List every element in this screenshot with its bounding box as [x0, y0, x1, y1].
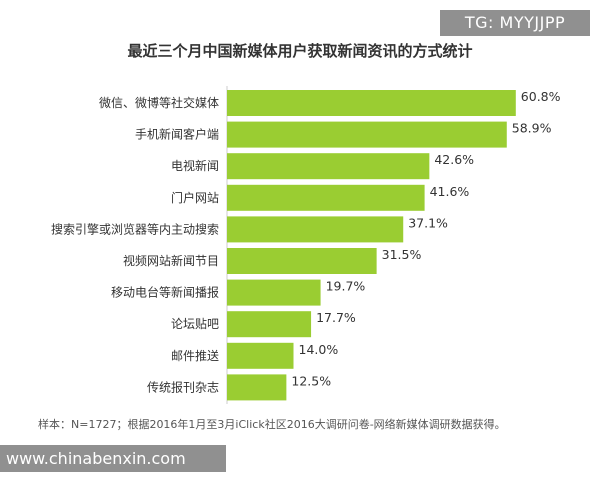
bar-7	[227, 311, 312, 338]
chart-title: 最近三个月中国新媒体用户获取新闻资讯的方式统计	[127, 42, 473, 60]
category-label-1: 手机新闻客户端	[135, 127, 219, 142]
value-label-0: 60.8%	[521, 89, 561, 104]
category-label-9: 传统报刊杂志	[147, 379, 219, 394]
value-label-8: 14.0%	[299, 342, 339, 357]
value-label-9: 12.5%	[291, 373, 331, 388]
bar-1	[227, 121, 507, 148]
watermark-site: www.chinabenxin.com	[0, 445, 226, 472]
footnote: 样本：N=1727；根据2016年1月至3月iClick社区2016大调研问卷-…	[38, 418, 506, 431]
bar-6	[227, 279, 321, 306]
bar-4	[227, 216, 404, 243]
category-label-0: 微信、微博等社交媒体	[99, 95, 219, 110]
category-label-4: 搜索引擎或浏览器等内主动搜索	[51, 221, 219, 236]
category-label-2: 电视新闻	[171, 158, 219, 173]
value-label-3: 41.6%	[430, 184, 470, 199]
bar-3	[227, 184, 425, 211]
category-label-6: 移动电台等新闻播报	[111, 285, 219, 300]
value-label-4: 37.1%	[408, 215, 448, 230]
category-label-5: 视频网站新闻节目	[123, 253, 219, 268]
bar-2	[227, 153, 430, 180]
watermark-tg: TG: MYYJJPP	[440, 10, 590, 36]
bar-9	[227, 374, 287, 401]
value-label-5: 31.5%	[382, 247, 422, 262]
value-label-1: 58.9%	[512, 121, 552, 136]
value-label-6: 19.7%	[326, 279, 366, 294]
bar-0	[227, 90, 516, 116]
value-label-7: 17.7%	[316, 310, 356, 325]
category-label-3: 门户网站	[171, 190, 219, 205]
category-label-7: 论坛贴吧	[171, 317, 219, 331]
value-label-2: 42.6%	[434, 152, 474, 167]
bar-8	[227, 342, 294, 369]
category-label-8: 邮件推送	[171, 348, 219, 363]
bar-5	[227, 248, 377, 274]
